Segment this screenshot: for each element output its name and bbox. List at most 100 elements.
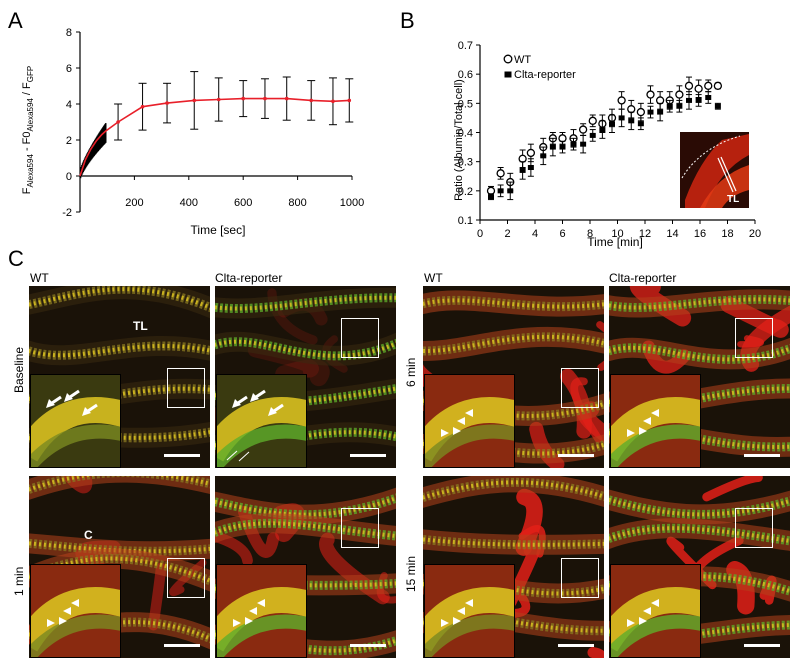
arrowhead-icon (639, 427, 647, 435)
chart-b-point-clta (618, 115, 625, 121)
arrow-icon (268, 407, 277, 416)
chart-a-point (116, 120, 120, 124)
arrowhead-icon (457, 607, 465, 615)
col-label-wt-right: WT (424, 271, 443, 285)
chart-b-xtick-label: 8 (587, 228, 593, 240)
chart-b-point-clta (540, 153, 547, 159)
selection-box (341, 318, 379, 358)
chart-a-xlabel: Time [sec] (191, 223, 246, 237)
chart-a-point (216, 97, 221, 102)
arrow-icon (250, 393, 259, 402)
chart-b-point-clta (589, 132, 596, 138)
chart-b-point-wt (617, 96, 626, 105)
chart-b-xtick-label: 6 (559, 228, 565, 240)
selection-box (167, 368, 205, 408)
thin-arrow-icon (226, 450, 238, 461)
arrowhead-icon (245, 617, 253, 625)
arrowhead-icon (465, 599, 473, 607)
micrograph-tl-label: TL (133, 319, 148, 333)
chart-b-xtick-label: 20 (749, 228, 761, 240)
chart-a-xtick-label: 600 (234, 197, 252, 209)
row-label-baseline: Baseline (12, 346, 26, 393)
arrowhead-icon (627, 429, 635, 437)
chart-a-ytick-label: -2 (62, 207, 72, 219)
chart-b-xtick-label: 4 (532, 228, 538, 240)
scale-bar (558, 644, 594, 647)
chart-b-point-clta (599, 127, 606, 133)
zoom-inset (216, 374, 307, 468)
row-label-15-min: 15 min (404, 555, 418, 592)
chart-a-point (165, 101, 169, 105)
scale-bar (164, 454, 200, 457)
chart-b-point-clta (559, 144, 566, 150)
row-label-1-min: 1 min (12, 566, 26, 596)
col-label-wt-left: WT (30, 271, 49, 285)
chart-a-xtick-label: 200 (125, 197, 143, 209)
arrow-icon (64, 393, 73, 402)
chart-a-xtick-label: 400 (180, 197, 198, 209)
col-label-clta-right: Clta-reporter (609, 271, 677, 285)
arrowhead-icon (643, 417, 651, 425)
scale-bar (744, 454, 780, 457)
chart-a-point (309, 98, 314, 103)
scale-bar (350, 644, 386, 647)
arrowhead-icon (639, 617, 647, 625)
col-label-clta-left: Clta-reporter (215, 271, 283, 285)
chart-b-point-clta (488, 194, 494, 200)
chart-b-point-clta (676, 103, 683, 109)
chart-b-point-clta (497, 188, 504, 194)
chart-b-xtick-label: 2 (504, 228, 510, 240)
panel-label-a: A (8, 8, 23, 33)
chart-b-xtick-label: 14 (666, 228, 678, 240)
zoom-inset (610, 374, 701, 468)
chart-a-ytick-label: 0 (66, 171, 72, 183)
chart-b-inset-image: TL (680, 132, 749, 208)
zoom-inset (424, 374, 515, 468)
chart-b-point-wt (578, 125, 588, 134)
chart-b-point-wt (646, 90, 655, 99)
chart-b-legend: WT Clta-reporter (503, 54, 576, 81)
arrowhead-icon (59, 617, 67, 625)
chart-b-ytick-label: 0.3 (458, 157, 473, 169)
chart-a-ytick-label: 6 (66, 63, 72, 75)
arrowhead-icon (627, 619, 635, 627)
scale-bar (350, 454, 386, 457)
chart-b-point-wt (713, 81, 723, 90)
chart-b-xtick-label: 10 (611, 228, 623, 240)
arrow-icon (232, 399, 241, 408)
micrograph-c-label: C (84, 528, 93, 542)
chart-a-point (331, 99, 335, 104)
arrowhead-icon (441, 429, 449, 437)
chart-b-ytick-label: 0.1 (458, 215, 473, 227)
arrow-icon (82, 407, 91, 416)
chart-a-xtick-label: 800 (288, 197, 306, 209)
chart-b-point-clta (647, 109, 654, 115)
arrowhead-icon (465, 409, 473, 417)
chart-b-xtick-label: 16 (694, 228, 706, 240)
selection-box (735, 508, 773, 548)
chart-b-point-wt (704, 81, 713, 90)
zoom-inset (216, 564, 307, 658)
chart-b-point-wt (526, 148, 536, 158)
legend-wt-label: WT (514, 54, 531, 66)
selection-box (167, 558, 205, 598)
chart-b-ytick-label: 0.2 (458, 186, 473, 198)
arrowhead-icon (453, 617, 461, 625)
chart-b-ytick-label: 0.4 (458, 128, 473, 140)
chart-b-xtick-label: 12 (639, 228, 651, 240)
chart-a-mean-line (79, 97, 350, 177)
chart-b-point-wt (694, 84, 703, 93)
inset-tl-label: TL (727, 194, 739, 205)
chart-b-point-clta (570, 141, 577, 147)
row-label-6-min: 6 min (404, 357, 418, 387)
arrowhead-icon (441, 619, 449, 627)
scale-bar (744, 644, 780, 647)
arrowhead-icon (63, 607, 71, 615)
chart-b-point-clta (666, 103, 673, 109)
chart-b-point-clta (686, 97, 692, 103)
legend-clta-marker (504, 71, 512, 78)
chart-a: FAlexa594 - F0Alexa594 / FGFP Time [sec]… (21, 27, 364, 237)
chart-a-ylabel: FAlexa594 - F0Alexa594 / FGFP (21, 66, 35, 194)
arrowhead-icon (453, 427, 461, 435)
panel-label-b: B (400, 8, 415, 33)
